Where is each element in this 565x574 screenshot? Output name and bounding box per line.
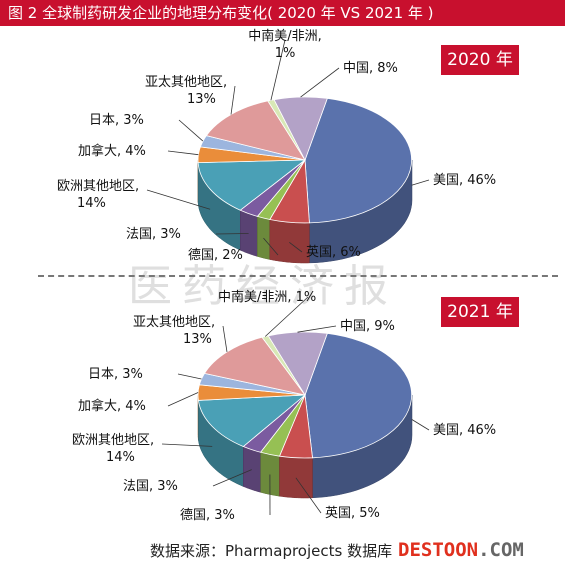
pie-slice-label: 英国, 6%	[306, 245, 361, 260]
leader-line	[411, 419, 430, 431]
leader-line	[167, 392, 199, 407]
leader-line	[297, 325, 337, 333]
pie-slice	[304, 97, 412, 224]
pie-slice-label: 英国, 5%	[325, 506, 380, 521]
leader-line	[178, 119, 204, 142]
chart-title: 图 2 全球制药研发企业的地理分布变化( 2020 年 VS 2021 年 )	[0, 0, 565, 26]
pie-slice	[203, 336, 306, 396]
data-source-note: 数据来源：Pharmaprojects 数据库	[150, 542, 393, 560]
leader-line	[215, 233, 249, 235]
leader-line	[212, 469, 252, 487]
leader-line	[411, 179, 430, 186]
pie-slice	[304, 332, 413, 459]
pie-slice	[205, 100, 306, 161]
pie-slice-side	[243, 446, 261, 493]
year-badge-2021: 2021 年	[441, 297, 519, 327]
pie-slice	[197, 159, 307, 211]
pie-slice-label: 日本, 3%	[88, 367, 143, 382]
pie-slice-label: 法国, 3%	[123, 479, 178, 494]
leader-line	[161, 443, 213, 447]
leader-line	[289, 241, 303, 253]
pie-slice-label: 德国, 2%	[188, 248, 243, 263]
year-badge-2020: 2020 年	[441, 45, 519, 75]
leader-line	[167, 150, 199, 156]
leader-line	[230, 85, 236, 115]
pie-slice	[197, 394, 307, 447]
leader-line	[222, 325, 228, 352]
pie-slice-label: 加拿大, 4%	[78, 398, 146, 414]
pie-slice-label: 法国, 3%	[126, 227, 181, 242]
pie-slice-side	[279, 455, 313, 499]
pie-slice	[273, 96, 328, 162]
leader-line	[270, 39, 286, 101]
leader-line	[177, 373, 202, 380]
pie-slice-label: 欧洲其他地区, 14%	[72, 433, 154, 465]
section-divider	[38, 275, 558, 277]
site-logo: DESTOON.COM	[398, 539, 524, 561]
pie-slice-label: 德国, 3%	[180, 508, 235, 523]
pie-slice-label: 中南美/非洲, 1%	[248, 28, 322, 61]
leader-line	[146, 189, 211, 210]
pie-slice-label: 中南美/非洲, 1%	[218, 289, 316, 305]
pie-slice-label: 中国, 9%	[340, 319, 395, 334]
leader-line	[263, 237, 279, 256]
watermark-text: 医药经济报	[128, 261, 398, 312]
pie-slice-label: 欧洲其他地区, 14%	[57, 179, 139, 211]
leader-line	[264, 296, 309, 337]
pie-slice-label: 美国, 46%	[433, 423, 496, 438]
pie-slice-label: 亚太其他地区, 13%	[133, 315, 215, 347]
leader-line	[300, 67, 340, 98]
pie-slice-label: 日本, 3%	[89, 113, 144, 128]
pie-slice-label: 美国, 46%	[433, 173, 496, 188]
pie-slice-label: 亚太其他地区, 13%	[145, 75, 227, 107]
pie-slice-label: 中国, 8%	[343, 61, 398, 76]
pie-slice-label: 加拿大, 4%	[78, 143, 146, 159]
leader-line	[295, 477, 322, 514]
